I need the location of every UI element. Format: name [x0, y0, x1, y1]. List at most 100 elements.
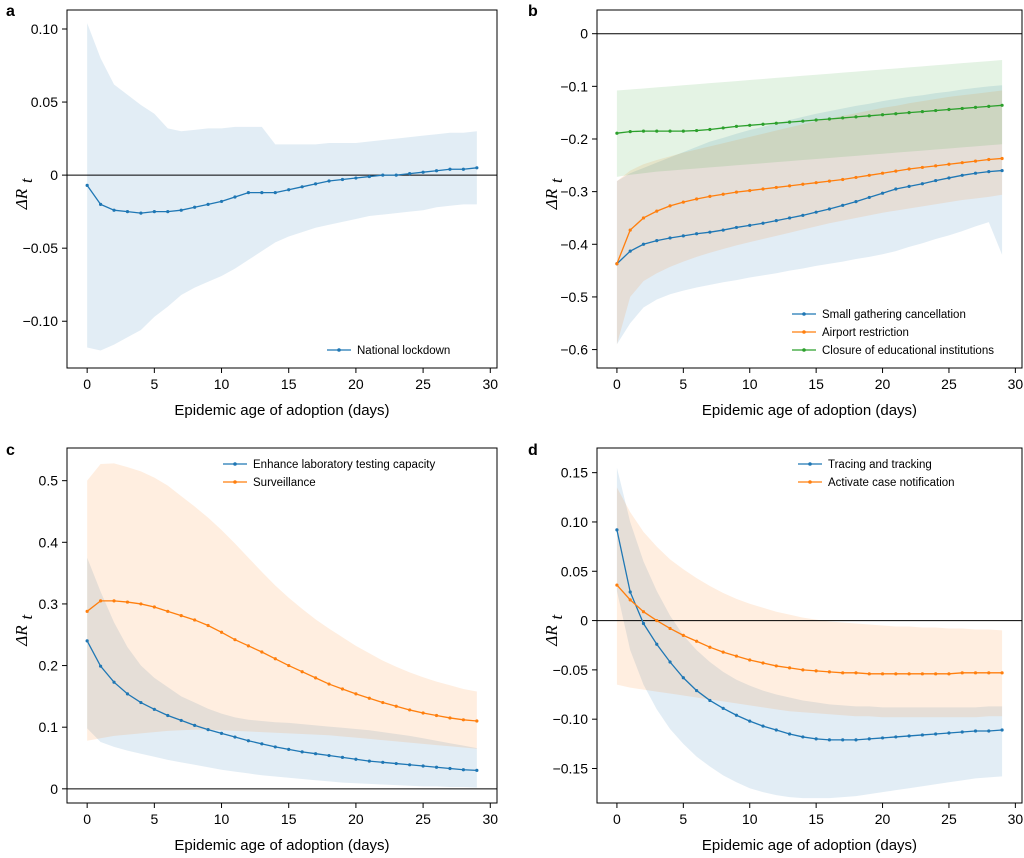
data-point [920, 110, 924, 114]
data-point [448, 167, 452, 171]
data-point [801, 119, 805, 123]
data-point [655, 129, 659, 133]
data-point [867, 672, 871, 676]
data-point [801, 182, 805, 186]
confidence-band-orange [616, 487, 1003, 718]
data-point [313, 676, 318, 680]
y-axis-label: ΔR t [12, 614, 36, 647]
data-point [854, 175, 858, 180]
data-point [394, 173, 398, 177]
data-point [681, 234, 685, 238]
data-point [734, 225, 739, 230]
x-axis-label: Epidemic age of adoption (days) [174, 402, 389, 419]
x-tick-label: 10 [214, 376, 230, 392]
data-point [219, 731, 224, 735]
y-axis-label-main: ΔR [542, 625, 561, 647]
data-point [894, 735, 898, 739]
plot-frame [66, 447, 498, 804]
data-point [641, 610, 646, 614]
data-point [894, 187, 898, 191]
data-point [841, 177, 845, 182]
panel-a: a 0 5 10 15 20 25 30 −0.10 −0.05 0 0.05 0.10 Epidemic… [6, 3, 498, 419]
data-point [681, 200, 685, 204]
y-tick-label: −0.1 [560, 78, 588, 94]
data-point [287, 188, 291, 192]
legend: Enhance laboratory testing capacity Surve… [223, 459, 435, 489]
x-tick-label: 0 [83, 376, 91, 392]
y-tick-label: −0.15 [553, 760, 589, 776]
data-point [734, 713, 739, 717]
data-point [354, 176, 358, 180]
x-tick-label: 15 [281, 811, 297, 827]
data-point [367, 696, 371, 700]
y-tick-label: −0.4 [560, 236, 588, 252]
data-point [260, 650, 264, 654]
legend-label: Tracing and tracking [828, 459, 932, 471]
data-point [219, 199, 224, 204]
data-point [434, 169, 439, 173]
data-point [408, 172, 412, 176]
data-point [880, 191, 885, 195]
data-point [854, 671, 858, 675]
legend: Tracing and tracking Activate case notifi… [798, 459, 955, 489]
x-axis-label: Epidemic age of adoption (days) [174, 837, 389, 854]
data-point [193, 723, 197, 727]
legend-marker-orange [802, 330, 806, 334]
data-point [960, 173, 964, 177]
data-point [313, 182, 318, 186]
data-point [233, 195, 237, 199]
data-point [987, 729, 991, 733]
x-tick-label: 5 [150, 376, 158, 392]
data-point [787, 184, 792, 188]
data-point [98, 599, 103, 603]
legend-marker-blue [337, 348, 341, 352]
x-tick-label: 5 [150, 811, 158, 827]
x-tick-label: 5 [679, 376, 687, 392]
data-point [748, 188, 752, 193]
data-point [193, 205, 197, 209]
data-point [987, 157, 991, 162]
legend-label: Small gathering cancellation [822, 309, 966, 321]
x-tick-label: 0 [613, 811, 621, 827]
x-tick-label: 5 [679, 811, 687, 827]
series-line-blue [86, 167, 477, 214]
data-point [920, 733, 924, 737]
data-point [934, 164, 938, 168]
data-point [327, 753, 331, 758]
series-line-blue [86, 640, 477, 771]
data-point [934, 732, 938, 736]
data-point [408, 763, 412, 767]
data-point [166, 713, 170, 718]
y-tick-label: −0.10 [23, 313, 59, 329]
y-tick-label: −0.3 [560, 184, 588, 200]
data-point [273, 745, 277, 749]
data-point [960, 106, 964, 111]
data-point [960, 161, 964, 165]
data-point [973, 729, 978, 733]
data-point [761, 724, 765, 728]
y-tick-label: 0 [50, 167, 58, 183]
data-point [721, 192, 725, 196]
y-tick-label: 0.1 [39, 719, 59, 735]
panel-letter: b [528, 3, 538, 20]
data-point [354, 757, 358, 761]
data-point [960, 730, 964, 734]
data-point [461, 768, 466, 772]
data-point [641, 129, 646, 133]
data-point [1000, 156, 1004, 161]
x-tick-label: 10 [742, 811, 758, 827]
data-point [947, 162, 951, 166]
data-point [273, 657, 277, 661]
plot-frame [596, 9, 1023, 369]
legend-label: Enhance laboratory testing capacity [253, 459, 435, 471]
x-tick-label: 25 [415, 376, 431, 392]
y-tick-label: 0.05 [561, 563, 588, 579]
data-point [655, 618, 659, 623]
data-point [327, 682, 331, 686]
data-point [152, 605, 156, 609]
legend-marker-blue [233, 462, 237, 466]
data-point [461, 718, 466, 722]
data-point [894, 672, 898, 676]
data-point [246, 739, 251, 743]
legend-label: Activate case notification [828, 477, 955, 489]
